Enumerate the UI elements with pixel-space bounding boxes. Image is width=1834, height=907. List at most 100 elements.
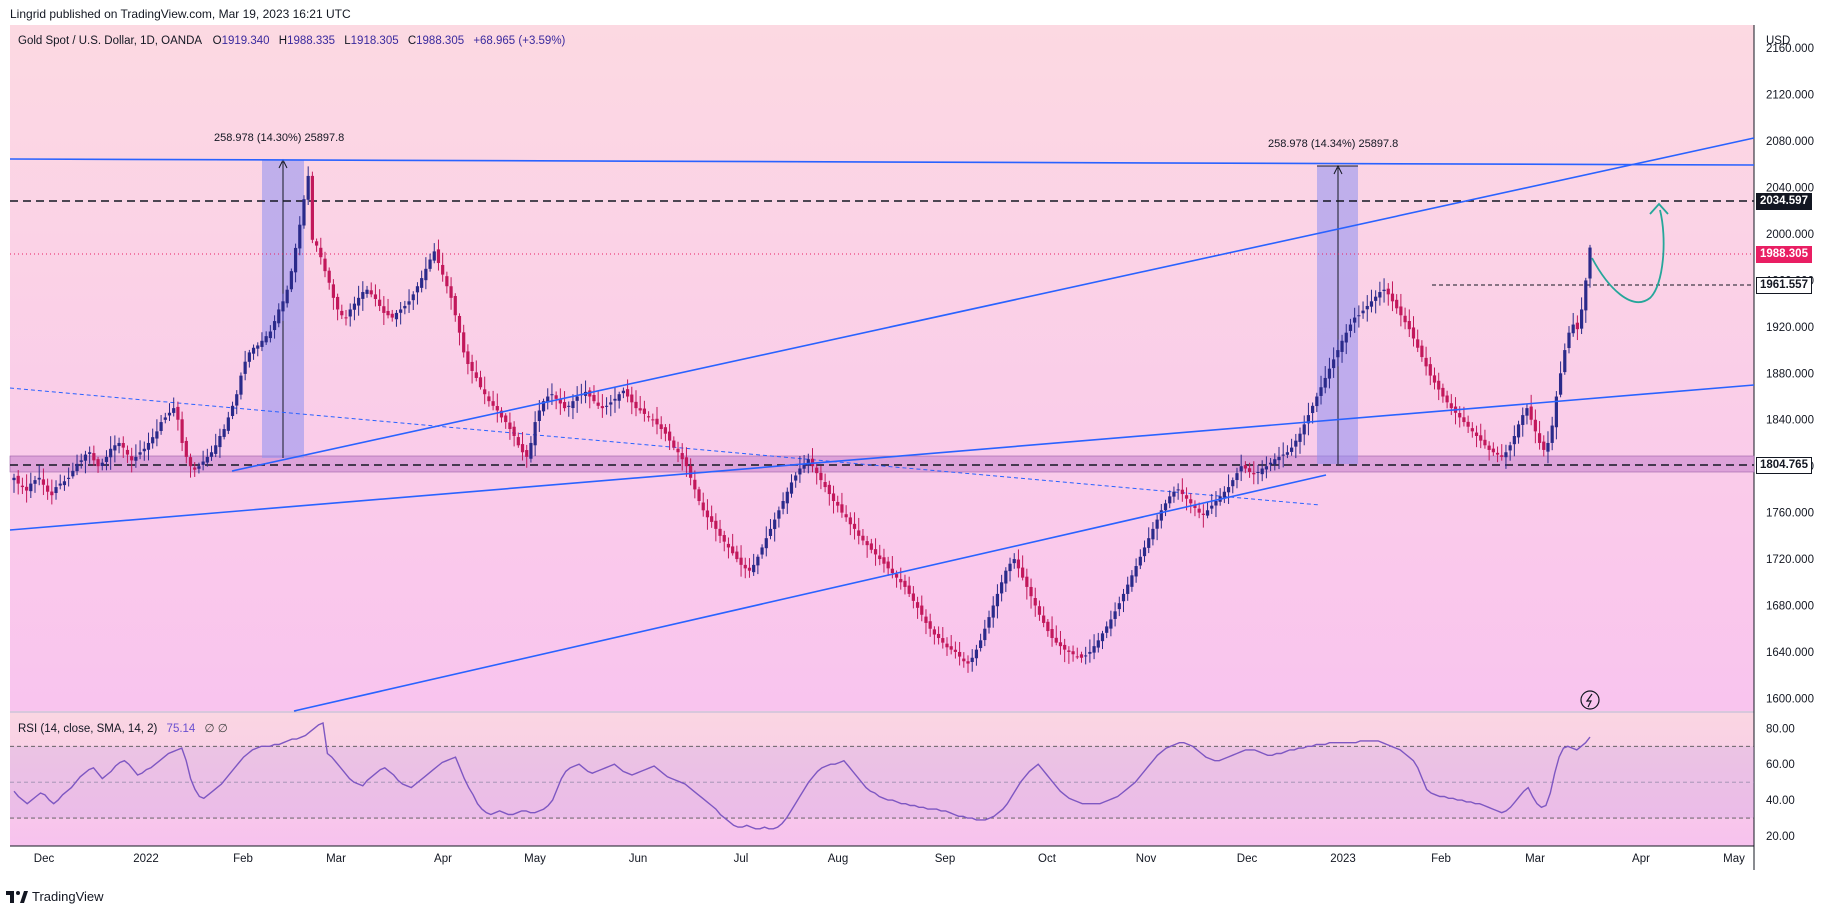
candle-body — [201, 461, 205, 465]
candle-body — [1037, 606, 1042, 615]
candle-body — [970, 657, 974, 663]
candle-body — [1306, 415, 1311, 424]
candle-body — [1138, 556, 1142, 566]
candle-body — [857, 530, 861, 536]
candle-body — [25, 486, 29, 491]
candle-body — [1033, 598, 1037, 606]
candle-body — [512, 426, 516, 436]
candle-body — [323, 258, 327, 272]
price-tick: 1760.000 — [1766, 508, 1814, 520]
candle-body — [50, 491, 54, 496]
candle-body — [1298, 433, 1302, 442]
candle-body — [172, 408, 176, 413]
candle-body — [222, 429, 226, 437]
candle-body — [836, 501, 840, 506]
close-label: C — [407, 35, 417, 47]
candle-body — [781, 501, 785, 509]
candle-body — [470, 361, 474, 371]
symbol-name: Gold Spot / U.S. Dollar, 1D, OANDA — [18, 35, 202, 47]
candle-body — [1067, 650, 1071, 652]
candle-body — [399, 309, 403, 313]
candle-body — [995, 593, 1000, 607]
candle-body — [218, 436, 222, 448]
candle-body — [760, 547, 764, 555]
rsi-line — [13, 722, 1591, 830]
candle-body — [848, 517, 852, 525]
candle-body — [424, 268, 428, 281]
candle-body — [432, 251, 436, 261]
candle-body — [541, 401, 546, 412]
candle-body — [1340, 340, 1344, 352]
candle-body — [798, 468, 802, 475]
candle-body — [197, 466, 201, 469]
candle-body — [596, 402, 600, 406]
candle-body — [457, 315, 462, 333]
candle-body — [251, 347, 256, 354]
close-value: 1988.305 — [416, 35, 465, 47]
candle-body — [1512, 436, 1516, 445]
candle-body — [886, 561, 890, 569]
candle-body — [239, 375, 243, 395]
candle-body — [1273, 459, 1277, 465]
candle-body — [176, 406, 180, 420]
candle-body — [100, 462, 104, 466]
candle-body — [1294, 440, 1298, 447]
candle-body — [1260, 468, 1264, 475]
candle-body — [46, 485, 50, 492]
candle-body — [357, 297, 361, 306]
candle-body — [1016, 559, 1021, 569]
candle-body — [651, 419, 655, 421]
candle-body — [1058, 642, 1063, 647]
rsi-header: RSI (14, close, SMA, 14, 2) 75.14 ∅ ∅ — [18, 721, 228, 735]
candle-body — [1151, 528, 1155, 540]
rsi-tick: 60.00 — [1766, 759, 1795, 771]
candle-body — [617, 394, 621, 401]
candle-body — [130, 456, 134, 461]
candle-body — [407, 301, 411, 305]
candle-body — [159, 422, 163, 432]
candle-body — [558, 399, 562, 404]
rsi-label: RSI (14, close, SMA, 14, 2) — [18, 723, 158, 735]
candle-body — [1079, 654, 1084, 658]
candle-body — [499, 410, 504, 418]
candle-body — [1159, 510, 1163, 521]
lightning-icon[interactable] — [1580, 690, 1600, 710]
candle-body — [188, 457, 193, 467]
candle-body — [1109, 619, 1113, 629]
candle-body — [268, 331, 272, 339]
candle-body — [1247, 468, 1252, 472]
price-tick: 1920.000 — [1766, 322, 1814, 334]
low-value: 1918.305 — [350, 35, 399, 47]
candle-body — [613, 398, 617, 401]
open-value: 1919.340 — [221, 35, 270, 47]
candle-body — [1231, 480, 1235, 487]
footer-brand[interactable]: TradingView — [6, 889, 104, 904]
symbol-header: Gold Spot / U.S. Dollar, 1D, OANDA O1919… — [18, 35, 565, 47]
candle-body — [1134, 566, 1138, 577]
candle-body — [1348, 324, 1353, 331]
candle-body — [193, 467, 197, 470]
candle-body — [1163, 503, 1168, 511]
candle-body — [1008, 563, 1012, 572]
candle-body — [1130, 575, 1134, 587]
candle-body — [113, 445, 117, 451]
candle-body — [1214, 501, 1218, 506]
candle-body — [903, 580, 907, 587]
candle-body — [373, 294, 378, 299]
candle-body — [247, 352, 251, 362]
rsi-bands — [10, 745, 1754, 819]
candle-body — [33, 480, 37, 484]
time-label: Aug — [828, 853, 848, 865]
badge-current-text: 1988.305 — [1760, 248, 1808, 260]
candle-body — [705, 510, 710, 518]
candle-body — [647, 416, 651, 418]
open-label: O — [212, 35, 222, 47]
candle-body — [882, 557, 886, 564]
candle-body — [1256, 471, 1260, 473]
candle-body — [285, 289, 289, 304]
candle-body — [1155, 519, 1159, 529]
candle-body — [369, 290, 373, 295]
candle-body — [1491, 448, 1495, 453]
candle-body — [1563, 350, 1567, 373]
candle-body — [869, 543, 873, 550]
